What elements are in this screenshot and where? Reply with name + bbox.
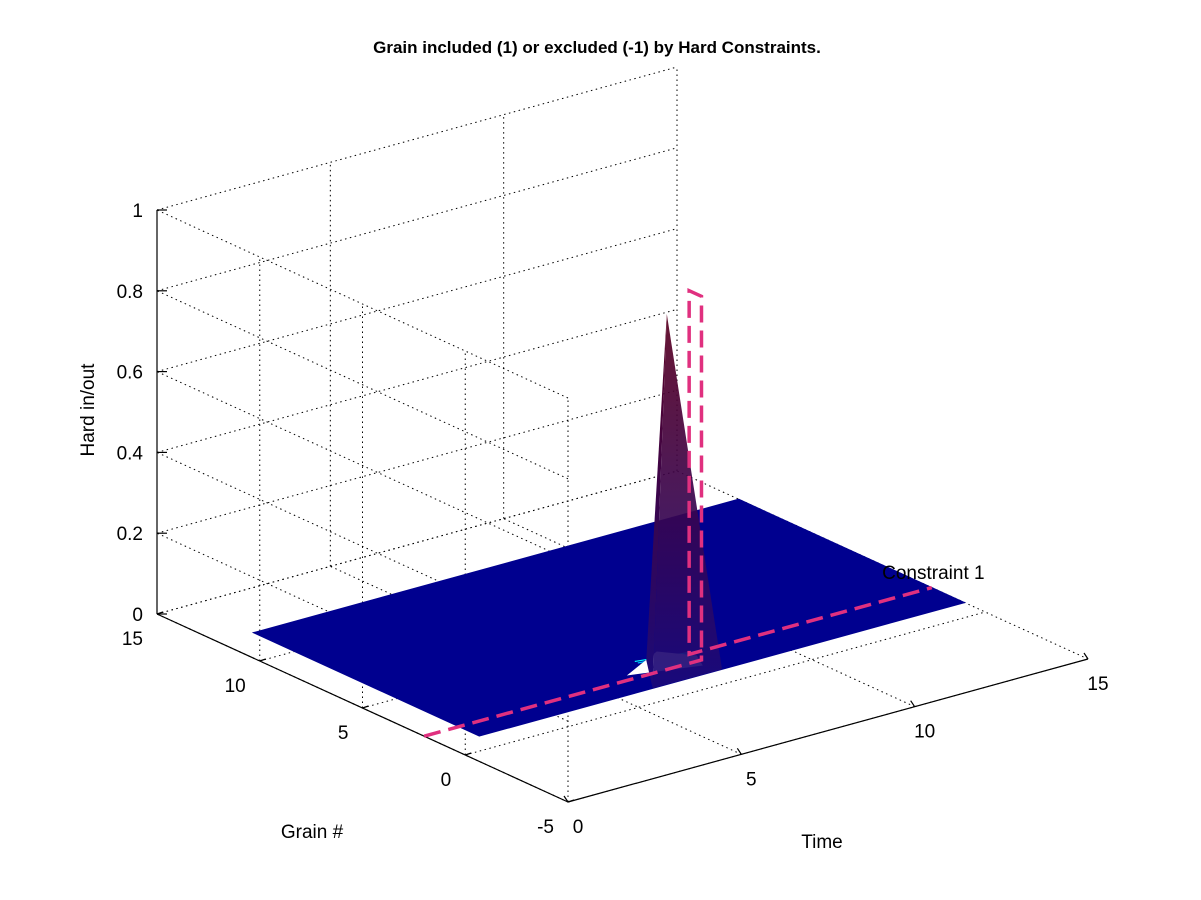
y-tick-mark xyxy=(465,752,472,756)
x-tick-label: 10 xyxy=(914,722,935,743)
chart-title: Grain included (1) or excluded (-1) by H… xyxy=(373,38,821,57)
peak-face-front xyxy=(652,313,723,689)
tick-labels: 0 5 10 15 -5 0 5 10 15 0 0.2 0.4 0.6 0.8 1 xyxy=(117,201,1109,838)
grid-line xyxy=(156,209,569,399)
constraint-line xyxy=(423,287,933,738)
y-tick-label: -5 xyxy=(537,817,554,838)
x-axis-line xyxy=(567,658,1089,803)
z-tick-label: 0.4 xyxy=(117,443,144,464)
grid-line xyxy=(156,228,678,373)
peak-face-left xyxy=(646,313,667,689)
grid-line xyxy=(156,290,569,480)
axes xyxy=(156,209,1089,803)
y-tick-mark xyxy=(567,799,575,803)
annotations: Constraint 1 xyxy=(423,287,985,738)
grid-line xyxy=(156,66,678,211)
z-tick-label: 0.8 xyxy=(117,282,143,303)
y-axis-label: Grain # xyxy=(281,822,344,843)
y-tick-label: 15 xyxy=(122,629,143,650)
surface-plot xyxy=(251,313,967,737)
x-axis-label: Time xyxy=(801,832,843,853)
x-tick-label: 0 xyxy=(573,817,584,838)
y-tick-label: 5 xyxy=(338,723,349,744)
grid-line xyxy=(156,147,678,292)
z-tick-label: 0.6 xyxy=(117,363,143,384)
x-tick-mark xyxy=(736,748,742,755)
x-tick-mark xyxy=(563,795,569,803)
x-tick-mark xyxy=(910,700,916,707)
y-tick-mark xyxy=(259,658,266,662)
y-tick-label: 0 xyxy=(441,770,452,791)
surface-plane xyxy=(251,498,967,737)
grid-line xyxy=(156,389,678,534)
x-tick-label: 5 xyxy=(746,769,757,790)
grid-line xyxy=(156,308,678,453)
x-tick-label: 15 xyxy=(1087,674,1108,695)
y-tick-mark xyxy=(362,705,369,709)
y-tick-label: 10 xyxy=(225,676,246,697)
constraint-label: Constraint 1 xyxy=(882,563,984,584)
z-tick-label: 0 xyxy=(132,605,143,626)
grid-line xyxy=(156,371,569,561)
z-tick-label: 0.2 xyxy=(117,524,143,545)
z-axis-label: Hard in/out xyxy=(78,363,99,457)
z-tick-label: 1 xyxy=(132,201,143,222)
x-tick-mark xyxy=(1083,652,1089,660)
